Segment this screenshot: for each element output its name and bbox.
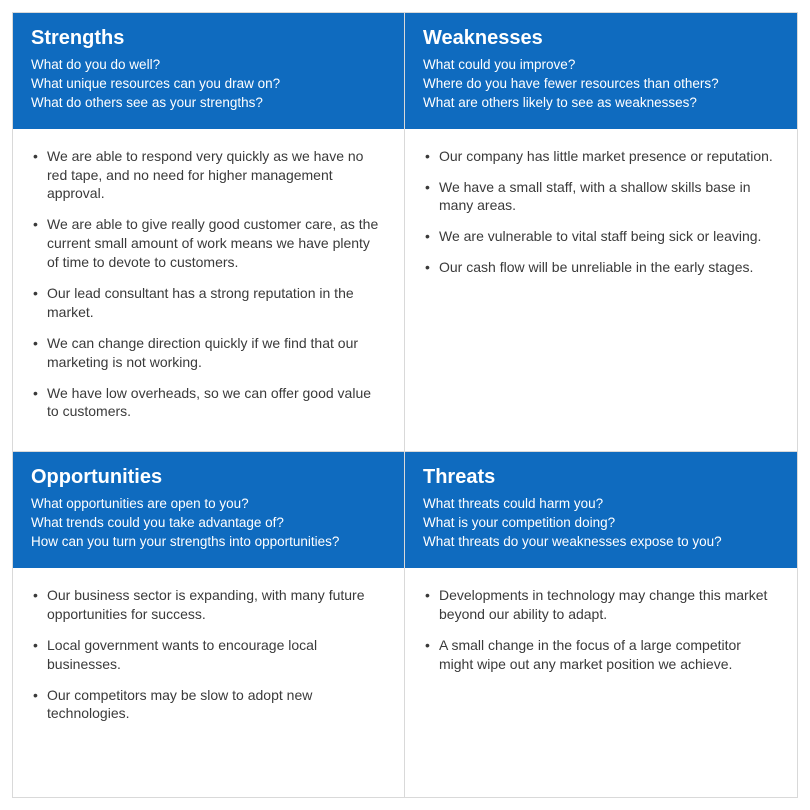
weaknesses-q2: Where do you have fewer resources than o… [423, 75, 779, 94]
opportunities-body: Our business sector is expanding, with m… [13, 568, 405, 797]
threats-q3: What threats do your weaknesses expose t… [423, 533, 779, 552]
list-item: We are able to give really good customer… [33, 215, 384, 272]
opportunities-header: Opportunities What opportunities are ope… [13, 452, 405, 568]
strengths-q3: What do others see as your strengths? [31, 94, 386, 113]
opportunities-q2: What trends could you take advantage of? [31, 514, 386, 533]
list-item: We have low overheads, so we can offer g… [33, 384, 384, 422]
weaknesses-header: Weaknesses What could you improve? Where… [405, 13, 797, 129]
swot-grid: Strengths What do you do well? What uniq… [12, 12, 798, 798]
list-item: Our business sector is expanding, with m… [33, 586, 384, 624]
strengths-body: We are able to respond very quickly as w… [13, 129, 405, 453]
strengths-list: We are able to respond very quickly as w… [33, 147, 384, 422]
list-item: Our cash flow will be unreliable in the … [425, 258, 777, 277]
strengths-header: Strengths What do you do well? What uniq… [13, 13, 405, 129]
weaknesses-q1: What could you improve? [423, 56, 779, 75]
weaknesses-q3: What are others likely to see as weaknes… [423, 94, 779, 113]
list-item: We are able to respond very quickly as w… [33, 147, 384, 204]
list-item: We can change direction quickly if we fi… [33, 334, 384, 372]
threats-q1: What threats could harm you? [423, 495, 779, 514]
opportunities-title: Opportunities [31, 466, 386, 489]
threats-q2: What is your competition doing? [423, 514, 779, 533]
list-item: Our lead consultant has a strong reputat… [33, 284, 384, 322]
strengths-q1: What do you do well? [31, 56, 386, 75]
list-item: A small change in the focus of a large c… [425, 636, 777, 674]
opportunities-q3: How can you turn your strengths into opp… [31, 533, 386, 552]
strengths-q2: What unique resources can you draw on? [31, 75, 386, 94]
weaknesses-list: Our company has little market presence o… [425, 147, 777, 277]
weaknesses-body: Our company has little market presence o… [405, 129, 797, 453]
list-item: Our competitors may be slow to adopt new… [33, 686, 384, 724]
threats-title: Threats [423, 466, 779, 489]
list-item: Our company has little market presence o… [425, 147, 777, 166]
threats-header: Threats What threats could harm you? Wha… [405, 452, 797, 568]
list-item: Local government wants to encourage loca… [33, 636, 384, 674]
weaknesses-title: Weaknesses [423, 27, 779, 50]
list-item: Developments in technology may change th… [425, 586, 777, 624]
list-item: We are vulnerable to vital staff being s… [425, 227, 777, 246]
threats-list: Developments in technology may change th… [425, 586, 777, 674]
threats-body: Developments in technology may change th… [405, 568, 797, 797]
opportunities-list: Our business sector is expanding, with m… [33, 586, 384, 723]
strengths-title: Strengths [31, 27, 386, 50]
opportunities-q1: What opportunities are open to you? [31, 495, 386, 514]
list-item: We have a small staff, with a shallow sk… [425, 178, 777, 216]
